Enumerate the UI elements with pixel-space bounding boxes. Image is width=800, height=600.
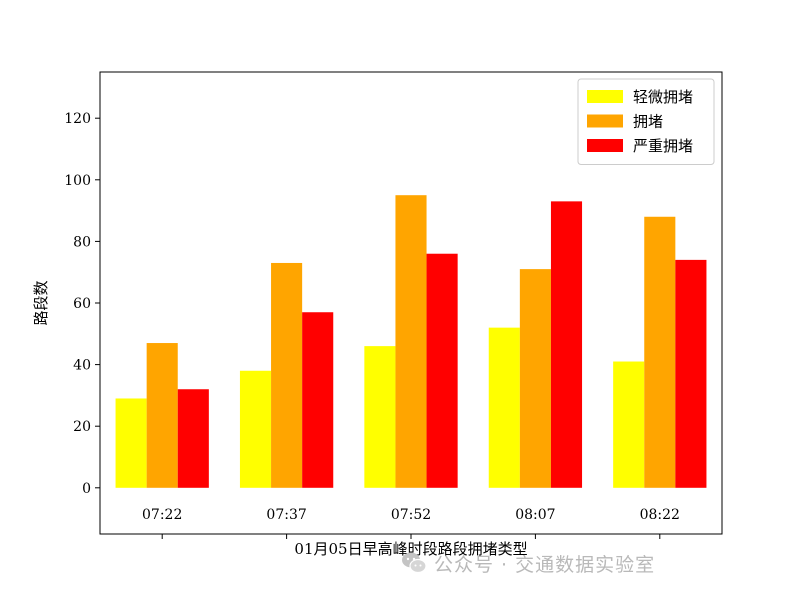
y-tick-label: 40 (73, 358, 91, 374)
y-tick-label: 120 (64, 111, 91, 127)
bar-2-4 (519, 269, 551, 488)
bars-group (115, 195, 707, 488)
x-tick-label: 07:52 (391, 507, 431, 523)
watermark: 公众号 · 交通数据实验室 (400, 548, 655, 578)
y-tick-label: 80 (73, 234, 91, 250)
bar-1-5 (613, 361, 645, 488)
bar-2-2 (271, 262, 303, 488)
x-tick-label: 08:22 (640, 507, 680, 523)
bar-2-1 (146, 343, 178, 488)
legend-swatch (587, 139, 623, 152)
x-tick-label: 07:22 (142, 507, 182, 523)
bar-1-1 (115, 398, 147, 488)
bar-1-2 (239, 370, 272, 488)
y-tick-label: 60 (73, 296, 91, 312)
bar-3-1 (177, 389, 209, 488)
bar-1-4 (488, 327, 520, 488)
y-axis-label: 路段数 (32, 280, 50, 325)
y-tick-label: 20 (73, 419, 91, 435)
legend-label: 严重拥堵 (633, 137, 693, 155)
y-axis: 0 20 40 60 80 100 120 (64, 111, 100, 497)
bar-2-3 (395, 195, 427, 488)
legend-label: 轻微拥堵 (633, 88, 693, 106)
y-tick-label: 100 (64, 173, 91, 189)
x-tick-label: 08:07 (515, 507, 555, 523)
watermark-text: 公众号 · 交通数据实验室 (434, 553, 656, 576)
bar-2-5 (644, 216, 676, 488)
bar-1-3 (364, 346, 396, 488)
x-axis-label: 01月05日早高峰时段路段拥堵类型 (294, 540, 527, 558)
wechat-icon (400, 549, 428, 577)
bar-3-4 (550, 201, 583, 488)
legend-label: 拥堵 (633, 113, 663, 131)
legend-swatch (587, 114, 623, 128)
x-axis: 07:22 07:37 07:52 08:07 08:22 (142, 507, 680, 539)
bar-3-3 (426, 253, 458, 488)
x-tick-label: 07:37 (266, 507, 306, 523)
legend-swatch (587, 90, 623, 103)
y-tick-label: 0 (82, 481, 91, 497)
bar-3-5 (675, 259, 707, 488)
bar-3-2 (302, 312, 334, 488)
